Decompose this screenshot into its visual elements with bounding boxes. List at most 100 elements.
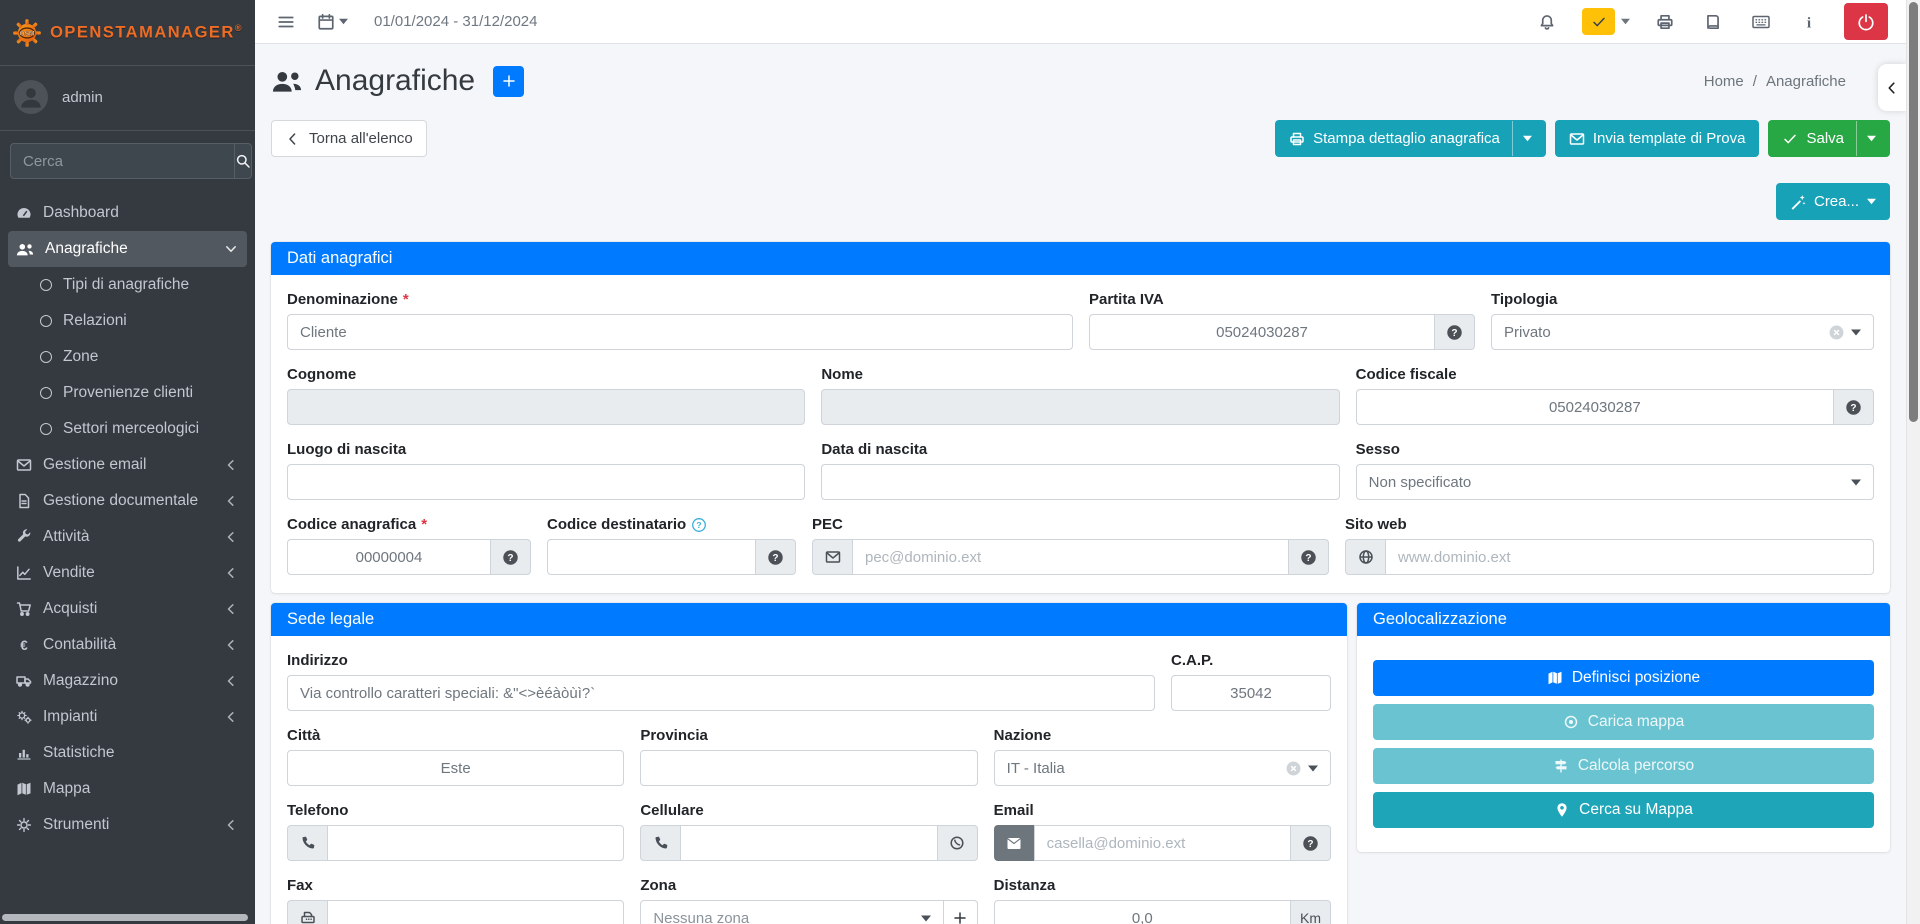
add-zona-button[interactable]	[943, 900, 978, 924]
provincia-input[interactable]	[640, 750, 978, 786]
clear-icon[interactable]	[1286, 761, 1301, 776]
user-panel: admin	[0, 66, 255, 131]
data-nascita-input[interactable]	[821, 464, 1340, 500]
field-cellulare: Cellulare	[640, 802, 978, 861]
zona-select[interactable]: Nessuna zona	[640, 900, 944, 924]
hamburger-menu-button[interactable]	[273, 9, 299, 35]
cellulare-input[interactable]	[680, 825, 938, 861]
field-sito-web: Sito web	[1345, 516, 1874, 575]
field-cognome: Cognome	[287, 366, 806, 425]
panel-header: Sede legale	[271, 603, 1347, 636]
calculate-route-button[interactable]: Calcola percorso	[1373, 748, 1874, 784]
print-detail-button[interactable]: Stampa dettaglio anagrafica	[1275, 120, 1546, 157]
create-button[interactable]: Crea...	[1775, 183, 1890, 220]
sidebar-item-relazioni[interactable]: Relazioni	[8, 303, 247, 339]
codice-destinatario-input[interactable]	[547, 539, 756, 575]
send-template-button[interactable]: Invia template di Prova	[1554, 120, 1760, 157]
nazione-select[interactable]: IT - Italia	[993, 750, 1331, 786]
partita-iva-input[interactable]	[1089, 314, 1435, 350]
sidebar-item-vendite[interactable]: Vendite	[8, 555, 247, 591]
search-on-map-button[interactable]: Cerca su Mappa	[1373, 792, 1874, 828]
define-position-button[interactable]: Definisci posizione	[1373, 660, 1874, 696]
email-help-button[interactable]: ?	[1290, 825, 1331, 861]
save-dropdown[interactable]	[1856, 121, 1876, 156]
codice-anagrafica-input[interactable]	[287, 539, 491, 575]
notifications-button[interactable]	[1534, 9, 1560, 35]
denominazione-input[interactable]	[287, 314, 1073, 350]
sidebar-item-anagrafiche[interactable]: Anagrafiche	[8, 231, 247, 267]
email-input[interactable]	[1033, 825, 1291, 861]
sidebar-item-statistiche[interactable]: Statistiche	[8, 735, 247, 771]
codice-fiscale-input[interactable]	[1355, 389, 1834, 425]
save-button[interactable]: Salva	[1768, 120, 1890, 157]
print-detail-dropdown[interactable]	[1511, 121, 1532, 156]
sesso-select[interactable]: Non specificato	[1355, 464, 1874, 500]
sidebar-search-input[interactable]	[10, 143, 234, 179]
envelope-icon	[16, 459, 32, 471]
sidebar-item-dashboard[interactable]: Dashboard	[8, 195, 247, 231]
distanza-input[interactable]	[993, 900, 1291, 924]
print-button[interactable]	[1652, 9, 1678, 35]
sidebar-item-mappa[interactable]: Mappa	[8, 771, 247, 807]
fax-input[interactable]	[327, 900, 625, 924]
brand[interactable]: OSM OpenSTAManager®	[0, 0, 255, 66]
circle-icon	[40, 351, 52, 363]
citta-input[interactable]	[287, 750, 625, 786]
codice-anagrafica-help-button[interactable]: ?	[491, 539, 531, 575]
field-codice-destinatario: Codice destinatario ? ?	[547, 516, 796, 575]
manual-button[interactable]	[1700, 9, 1726, 35]
pec-help-button[interactable]: ?	[1289, 539, 1329, 575]
checks-button[interactable]	[1582, 8, 1615, 35]
sidebar-item-magazzino[interactable]: Magazzino	[8, 663, 247, 699]
vertical-scrollbar-thumb[interactable]	[1909, 2, 1918, 422]
sidebar-item-gestione-email[interactable]: Gestione email	[8, 447, 247, 483]
field-telefono: Telefono	[287, 802, 625, 861]
clear-icon[interactable]	[1829, 325, 1844, 340]
sito-web-input[interactable]	[1385, 539, 1874, 575]
cap-input[interactable]	[1171, 675, 1331, 711]
date-range[interactable]: 01/01/2024 - 31/12/2024	[374, 13, 538, 30]
sidebar-horizontal-scrollbar[interactable]	[2, 914, 248, 921]
logout-button[interactable]	[1844, 3, 1888, 40]
shortcuts-button[interactable]	[1748, 9, 1774, 35]
codice-destinatario-help-button[interactable]: ?	[756, 539, 796, 575]
codice-fiscale-help-button[interactable]: ?	[1833, 389, 1874, 425]
calendar-button[interactable]	[313, 9, 352, 35]
info-button[interactable]: i	[1796, 9, 1822, 35]
sidebar-search-button[interactable]	[234, 143, 252, 179]
sidebar-item-strumenti[interactable]: Strumenti	[8, 807, 247, 843]
indirizzo-input[interactable]	[287, 675, 1155, 711]
breadcrumb-home[interactable]: Home	[1703, 72, 1744, 90]
svg-text:?: ?	[507, 552, 513, 563]
sidebar-item-attivita[interactable]: Attività	[8, 519, 247, 555]
caret-down-icon	[1867, 135, 1876, 142]
sidebar-item-zone[interactable]: Zone	[8, 339, 247, 375]
chevron-left-icon	[227, 712, 234, 722]
sidebar-item-provenienze-clienti[interactable]: Provenienze clienti	[8, 375, 247, 411]
back-to-list-button[interactable]: Torna all'elenco	[271, 120, 427, 157]
caret-down-icon[interactable]	[1621, 18, 1630, 25]
luogo-nascita-input[interactable]	[287, 464, 806, 500]
sidebar-item-tipi-anagrafiche[interactable]: Tipi di anagrafiche	[8, 267, 247, 303]
panel-body: Definisci posizione Carica mappa Calcola…	[1357, 636, 1890, 852]
sidebar-item-gestione-documentale[interactable]: Gestione documentale	[8, 483, 247, 519]
add-record-button[interactable]	[493, 65, 525, 97]
vertical-scrollbar[interactable]	[1906, 0, 1920, 924]
field-sesso: Sesso Non specificato	[1355, 441, 1874, 500]
sidebar-item-settori-merceologici[interactable]: Settori merceologici	[8, 411, 247, 447]
help-tooltip-icon[interactable]: ?	[691, 517, 707, 533]
field-email: Email ?	[993, 802, 1331, 861]
telefono-input[interactable]	[327, 825, 625, 861]
tipologia-select[interactable]: Privato	[1491, 314, 1874, 350]
load-map-button[interactable]: Carica mappa	[1373, 704, 1874, 740]
sidebar-item-contabilita[interactable]: € Contabilità	[8, 627, 247, 663]
sidebar-item-acquisti[interactable]: Acquisti	[8, 591, 247, 627]
side-panel-toggle[interactable]	[1878, 64, 1906, 111]
pec-input[interactable]	[852, 539, 1289, 575]
whatsapp-link[interactable]	[937, 825, 978, 861]
partita-iva-help-button[interactable]: ?	[1435, 314, 1475, 350]
user-name: admin	[62, 88, 103, 106]
power-icon	[1858, 13, 1874, 30]
sidebar-item-impianti[interactable]: Impianti	[8, 699, 247, 735]
whatsapp-icon	[950, 836, 964, 850]
